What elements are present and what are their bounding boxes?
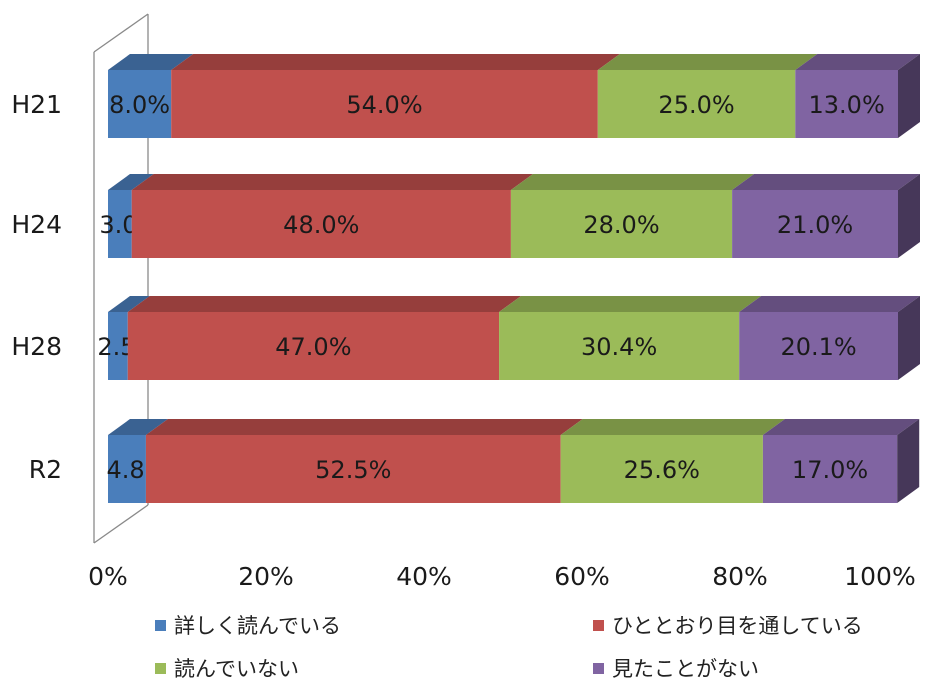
x-tick-label: 40%: [396, 562, 452, 591]
bar-top-face: [127, 296, 522, 312]
data-label: 8.0%: [109, 91, 170, 119]
legend-swatch: [155, 662, 166, 674]
bar-side-face: [898, 174, 920, 258]
bar-top-face: [795, 54, 920, 70]
legend-item-not-read: 読んでいない: [155, 653, 299, 683]
bar-segment: [108, 435, 146, 503]
bar-top-face: [108, 54, 194, 70]
bar-top-face: [762, 419, 920, 435]
bar-segment: [499, 312, 740, 380]
data-label: 25.0%: [658, 91, 734, 119]
bar-segment: [108, 70, 172, 138]
legend-swatch: [593, 662, 604, 674]
data-label: 13.0%: [809, 91, 885, 119]
back-wall-edge: [93, 13, 149, 53]
bar-top-face: [131, 174, 533, 190]
legend-item-never-seen: 見たことがない: [593, 653, 759, 683]
bar-top-face: [108, 174, 154, 190]
bar-segment: [131, 190, 511, 258]
data-label: 30.4%: [581, 333, 657, 361]
data-label: 25.6%: [624, 456, 700, 484]
legend-label: 詳しく読んでいる: [174, 614, 341, 638]
data-label: 54.0%: [346, 91, 422, 119]
bar-side-face: [897, 419, 920, 503]
bar-top-face: [108, 296, 150, 312]
data-label: 52.5%: [315, 456, 391, 484]
legend-swatch: [593, 619, 604, 631]
bar-segment: [560, 435, 763, 503]
data-label: 20.1%: [780, 333, 856, 361]
bar-segment: [145, 435, 561, 503]
x-tick-label: 60%: [554, 562, 610, 591]
category-label: R2: [29, 455, 62, 484]
bar-segment: [510, 190, 733, 258]
floor-edge: [93, 504, 149, 544]
bar-top-face: [145, 419, 583, 435]
bar-segment: [762, 435, 898, 503]
legend-swatch: [155, 619, 166, 631]
bar-segment: [732, 190, 898, 258]
x-tick-label: 20%: [238, 562, 294, 591]
bar-segment: [171, 70, 598, 138]
data-label: 28.0%: [583, 211, 659, 239]
bar-top-face: [108, 419, 168, 435]
legend-item-skimmed: ひととおり目を通している: [593, 610, 863, 640]
bar-top-face: [739, 296, 920, 312]
legend-item-read-carefully: 詳しく読んでいる: [155, 610, 341, 640]
bar-top-face: [560, 419, 785, 435]
category-label: H28: [11, 332, 62, 361]
bar-top-face: [510, 174, 755, 190]
bar-segment: [597, 70, 796, 138]
bar-top-face: [499, 296, 762, 312]
data-label: 48.0%: [283, 211, 359, 239]
x-tick-label: 100%: [844, 562, 915, 591]
bar-segment: [127, 312, 500, 380]
bar-top-face: [732, 174, 920, 190]
legend-label: 見たことがない: [612, 657, 759, 681]
data-label: 21.0%: [777, 211, 853, 239]
bar-segment: [739, 312, 898, 380]
data-label: 47.0%: [275, 333, 351, 361]
category-label: H21: [11, 90, 62, 119]
bar-side-face: [898, 296, 920, 380]
category-label: H24: [11, 210, 62, 239]
bar-segment: [108, 190, 132, 258]
bar-segment: [108, 312, 128, 380]
bar-segment: [795, 70, 898, 138]
x-tick-label: 0%: [88, 562, 128, 591]
legend-label: ひととおり目を通している: [612, 614, 863, 638]
x-tick-label: 80%: [712, 562, 768, 591]
bar-top-face: [171, 54, 620, 70]
bar-top-face: [597, 54, 818, 70]
legend-label: 読んでいない: [174, 657, 299, 681]
bar-side-face: [898, 54, 920, 138]
data-label: 17.0%: [792, 456, 868, 484]
